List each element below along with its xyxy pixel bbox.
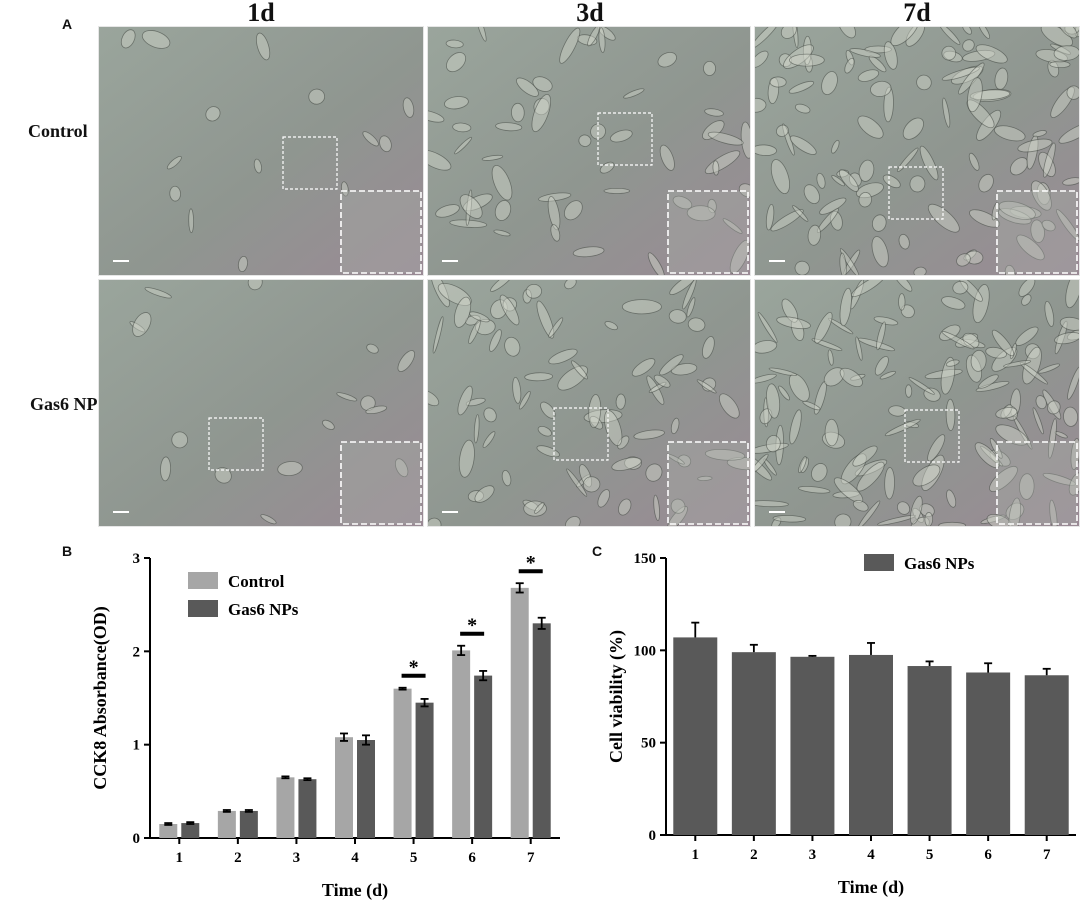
y-axis-label: CCK8 Absorbance(OD) (90, 606, 111, 790)
legend-swatch (188, 600, 218, 617)
x-tick-label: 1 (692, 847, 700, 863)
row-label-gas6-nps: Gas6 NPs (30, 394, 105, 414)
micrograph-gas6-1d (98, 279, 424, 527)
y-tick-label: 100 (634, 643, 657, 659)
error-bar (984, 662, 993, 673)
bar-gas6-nps-2 (731, 652, 776, 835)
micrograph-control-7d (754, 26, 1080, 276)
y-tick-label: 3 (133, 551, 141, 567)
bar-control-7 (510, 587, 529, 838)
panel-a-letter: A (62, 16, 73, 32)
y-tick-label: 0 (649, 828, 657, 844)
x-tick-label: 4 (867, 847, 875, 863)
column-title-1d: 1d (247, 0, 275, 27)
bar-control-2 (217, 810, 236, 838)
x-tick-label: 2 (234, 850, 242, 866)
error-bar (479, 670, 488, 682)
bar-control-6 (452, 650, 471, 838)
chart-c-viability: 0 50 100 150 1 2 3 4 5 6 7 Time (d) Cell viability (… (606, 551, 1076, 898)
bar-control-4 (335, 737, 353, 838)
y-tick-label: 150 (634, 551, 657, 567)
bar-gas6-nps-2 (239, 810, 258, 838)
x-tick-label: 5 (410, 850, 418, 866)
bar-control-1 (159, 824, 178, 838)
micrograph-gas6-7d (754, 279, 1080, 527)
x-axis-label: Time (d) (322, 880, 388, 901)
bar-gas6-nps-3 (298, 779, 317, 838)
chart-b-cck8: 0 1 2 3 1 2 3 4 5 6 7 * * * Time (d) CCK8 Absorbance(OD… (90, 551, 560, 901)
error-bar (808, 654, 817, 657)
significance-star: * (409, 657, 419, 679)
bar-gas6-nps-6 (474, 675, 493, 838)
x-tick-label: 3 (809, 847, 817, 863)
error-bar (362, 734, 370, 746)
x-tick-label: 6 (468, 850, 476, 866)
error-bar (420, 698, 429, 708)
bar-gas6-nps-5 (415, 702, 434, 838)
y-tick-label: 0 (133, 831, 141, 847)
y-tick-label: 2 (133, 644, 141, 660)
error-bar (164, 822, 173, 826)
row-label-control: Control (28, 121, 88, 141)
bar-gas6-nps-7 (532, 623, 551, 838)
error-bar (1042, 667, 1051, 676)
error-bar (457, 644, 466, 656)
bar-gas6-nps-4 (357, 740, 375, 838)
legend-label: Gas6 NPs (228, 600, 299, 619)
micrograph-control-3d (427, 26, 751, 276)
y-tick-label: 1 (133, 738, 141, 754)
micrograph-control-1d (98, 26, 424, 276)
legend-label: Gas6 NPs (904, 554, 975, 573)
x-tick-label: 4 (351, 850, 359, 866)
error-bar (340, 732, 348, 742)
error-bar (398, 686, 407, 691)
error-bar (186, 821, 195, 825)
x-tick-label: 7 (1043, 847, 1051, 863)
error-bar (925, 660, 934, 667)
x-tick-label: 1 (176, 850, 184, 866)
x-tick-label: 7 (527, 850, 535, 866)
bar-gas6-nps-1 (181, 823, 200, 838)
error-bar (222, 809, 231, 813)
column-title-3d: 3d (576, 0, 604, 27)
bar-gas6-nps-4 (849, 654, 893, 835)
error-bar (281, 775, 290, 780)
x-tick-label: 2 (750, 847, 758, 863)
error-bar (244, 809, 253, 813)
column-title-7d: 7d (903, 0, 931, 27)
bar-gas6-nps-5 (907, 666, 952, 835)
bar-gas6-nps-3 (790, 656, 835, 835)
error-bar (749, 643, 758, 653)
panel-c-letter: C (592, 543, 603, 559)
micrograph-gas6-3d (427, 279, 751, 527)
legend-swatch (188, 572, 218, 589)
x-tick-label: 6 (984, 847, 992, 863)
error-bar (691, 621, 700, 638)
y-axis-label: Cell viability (%) (606, 630, 627, 763)
error-bar (515, 582, 524, 594)
bar-gas6-nps-6 (966, 672, 1011, 835)
error-bar (867, 642, 875, 655)
y-tick-label: 50 (641, 736, 656, 752)
error-bar (303, 777, 312, 782)
bar-control-5 (393, 688, 412, 838)
significance-star: * (526, 552, 536, 574)
significance-star: * (467, 615, 477, 637)
bar-gas6-nps-7 (1024, 675, 1069, 835)
x-tick-label: 5 (926, 847, 934, 863)
x-axis-label: Time (d) (838, 877, 904, 898)
bar-control-3 (276, 777, 295, 838)
legend-label: Control (228, 572, 285, 591)
x-tick-label: 3 (293, 850, 301, 866)
bar-gas6-nps-1 (673, 637, 718, 835)
legend-swatch (864, 554, 894, 571)
error-bar (537, 616, 546, 630)
panel-b-letter: B (62, 543, 73, 559)
